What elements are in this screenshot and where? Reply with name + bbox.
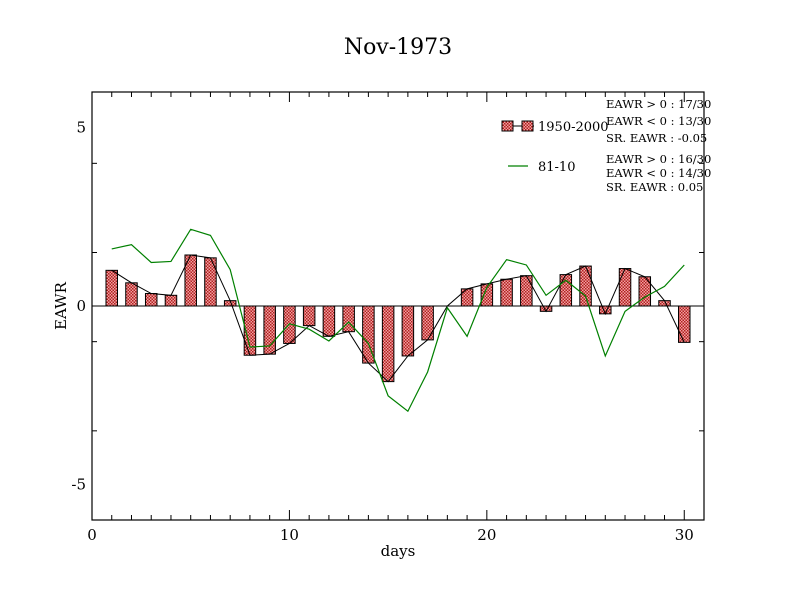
bar-day-11	[302, 305, 316, 327]
stats-2-line-3: SR. EAWR : 0.05	[606, 180, 703, 194]
bar-day-19	[460, 288, 474, 307]
x-tick-label-20: 20	[477, 526, 496, 544]
legend-label-81-10: 81-10	[538, 160, 575, 175]
series-line-81-10	[111, 228, 685, 413]
bar-day-2	[125, 282, 138, 307]
bar-day-24	[559, 274, 573, 307]
legend-swatch-1950-2000-b	[521, 120, 534, 132]
bar-day-22	[520, 275, 533, 307]
legend-label-1950-2000: 1950-2000	[538, 120, 609, 135]
stats-2-line-2: EAWR < 0 : 14/30	[606, 166, 711, 180]
x-tick-label-10: 10	[280, 526, 299, 544]
x-tick-label-0: 0	[87, 526, 97, 544]
plot-area: 0 10 20 30 -5 0 5	[71, 91, 705, 544]
bar-day-21	[500, 278, 513, 307]
bar-day-25	[579, 265, 592, 307]
y-tick-label--5: -5	[71, 475, 86, 493]
bar-day-1	[105, 269, 118, 307]
bar-day-3	[144, 293, 158, 307]
stats-1-line-1: EAWR > 0 : 17/30	[606, 97, 711, 111]
y-axis-label: EAWR	[52, 281, 70, 330]
y-tick-label-5: 5	[76, 119, 86, 137]
y-tick-label-0: 0	[76, 297, 86, 315]
stats-1-line-3: SR. EAWR : -0.05	[606, 131, 707, 145]
bar-day-6	[204, 257, 217, 307]
bar-day-27	[618, 268, 632, 307]
bar-day-16	[401, 305, 415, 357]
bar-day-17	[421, 305, 434, 341]
bar-day-13	[342, 305, 355, 333]
x-axis-label: days	[381, 542, 416, 560]
legend: 1950-2000 81-10 EAWR > 0 : 17/30 EAWR < 0 :…	[501, 97, 711, 194]
bar-day-12	[322, 305, 336, 337]
bar-day-9	[263, 305, 276, 355]
bar-day-4	[164, 294, 178, 307]
bar-day-30	[678, 305, 691, 343]
bar-day-15	[381, 305, 395, 383]
x-tick-label-30: 30	[675, 526, 694, 544]
series-line-1950-2000	[111, 254, 685, 383]
plot-frame	[91, 91, 705, 521]
legend-swatch-1950-2000-a	[501, 120, 514, 132]
stats-1-line-2: EAWR < 0 : 13/30	[606, 114, 711, 128]
stats-2-line-1: EAWR > 0 : 16/30	[606, 152, 711, 166]
chart-title: Nov-1973	[344, 35, 452, 60]
